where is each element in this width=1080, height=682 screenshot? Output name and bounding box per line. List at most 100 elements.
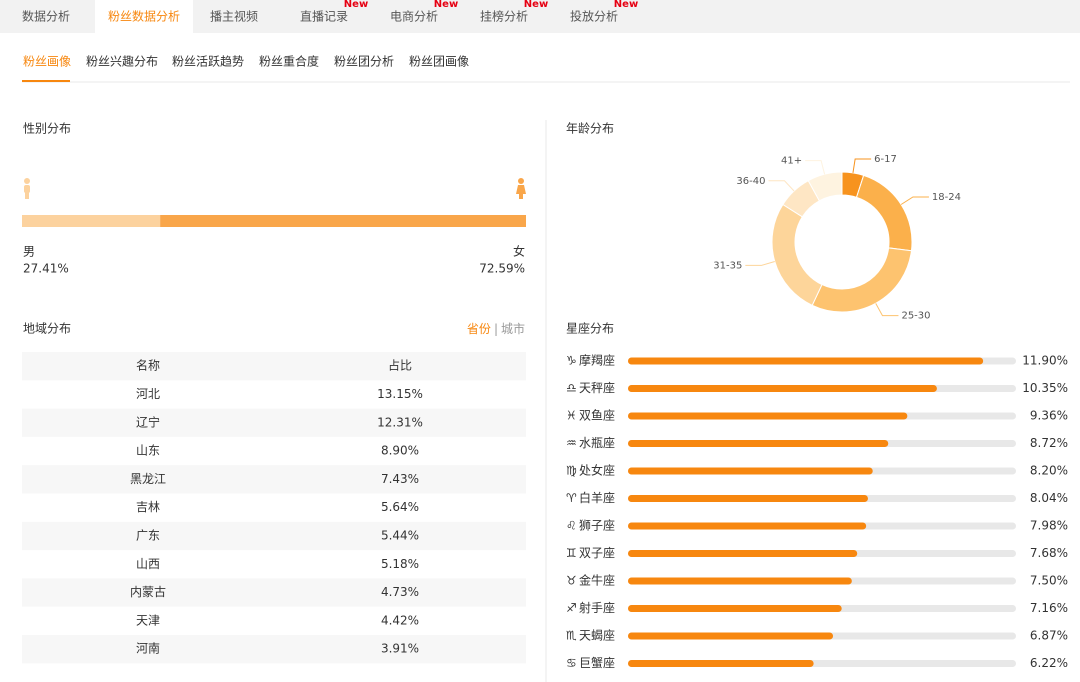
age-label: 6-17 (874, 154, 897, 165)
subtab[interactable]: 粉丝团画像 (409, 55, 469, 69)
table-cell: 3.91% (381, 642, 419, 656)
subtab-underline (22, 80, 70, 82)
bar (628, 357, 984, 365)
table-cell: 13.15% (377, 387, 423, 401)
zodiac-name: 金牛座 (579, 573, 615, 588)
active-tab (95, 0, 193, 33)
tab[interactable]: 电商分析 (390, 9, 438, 24)
gender-label: 女 (513, 244, 525, 259)
bar-value-label: 8.20% (1030, 464, 1068, 478)
table-cell: 4.42% (381, 613, 419, 627)
table-header (22, 352, 526, 381)
table-cell: 5.18% (381, 557, 419, 571)
bar-value-label: 6.22% (1030, 656, 1068, 670)
bar-value-label: 11.90% (1022, 354, 1068, 368)
tab[interactable]: 数据分析 (22, 9, 70, 24)
bar-value-label: 7.98% (1030, 519, 1068, 533)
bar (628, 385, 937, 392)
donut-segment (811, 247, 913, 313)
bar (628, 495, 868, 502)
new-badge: New (434, 0, 458, 10)
tab[interactable]: 挂榜分析 (480, 9, 528, 24)
separator: | (494, 322, 498, 336)
gender-value: 72.59% (479, 262, 525, 276)
zodiac-name: 双子座 (579, 545, 615, 560)
tab[interactable]: 直播记录 (300, 10, 348, 24)
toggle: 省份 | 城市 (467, 321, 525, 336)
bar-value-label: 6.87% (1030, 629, 1068, 643)
bar (628, 660, 814, 667)
zodiac-name: 射手座 (579, 600, 615, 615)
table-header-cell: 占比 (388, 358, 412, 373)
zodiac-icon: ♉ (566, 574, 577, 588)
table-cell: 12.31% (377, 415, 423, 429)
table-row-stripe (22, 521, 526, 551)
table-row-stripe (22, 578, 526, 607)
table-cell: 河北 (136, 387, 160, 401)
new-badge: New (614, 0, 638, 10)
female-icon (516, 178, 526, 199)
table-cell: 河南 (136, 641, 160, 656)
table-header-cell: 名称 (136, 358, 160, 373)
zodiac-icon: ♒ (566, 436, 577, 450)
zodiac-name: 天秤座 (579, 380, 615, 395)
age-label: 31-35 (713, 260, 742, 271)
table-cell: 黑龙江 (130, 472, 166, 486)
gender-bar (160, 215, 526, 227)
bar (628, 550, 858, 557)
table-cell: 内蒙古 (130, 584, 166, 599)
donut-segment (807, 171, 843, 202)
bar (628, 440, 889, 447)
zodiac-name: 巨蟹座 (579, 655, 615, 670)
tab[interactable]: 投放分析 (570, 9, 618, 24)
bar (628, 522, 867, 530)
bar-value-label: 7.16% (1030, 601, 1068, 615)
zodiac-icon: ♈ (566, 491, 577, 505)
leader-line (768, 180, 795, 192)
zodiac-icon: ♍ (566, 464, 577, 478)
leader-line (900, 196, 929, 205)
male-icon (24, 178, 30, 199)
table-row-stripe (22, 635, 526, 664)
section-title: 性别分布 (23, 122, 71, 136)
zodiac-icon: ♋ (566, 656, 577, 670)
subtab[interactable]: 粉丝兴趣分布 (86, 54, 158, 69)
zodiac-name: 摩羯座 (579, 353, 615, 368)
tab[interactable]: 播主视频 (210, 9, 258, 24)
new-badge: New (524, 0, 548, 10)
table-cell: 8.90% (381, 444, 419, 458)
donut-segment (771, 203, 823, 307)
tab[interactable]: 粉丝数据分析 (108, 9, 180, 24)
gender-label: 男 (23, 245, 35, 259)
section-title: 星座分布 (566, 321, 614, 336)
subtab[interactable]: 粉丝活跃趋势 (172, 55, 244, 69)
table-cell: 7.43% (381, 472, 419, 486)
leader-line (852, 158, 872, 173)
subtab[interactable]: 粉丝画像 (23, 55, 71, 69)
leader-line (875, 303, 899, 317)
subtab[interactable]: 粉丝重合度 (259, 54, 319, 69)
bar-value-label: 10.35% (1022, 381, 1068, 395)
toggle-option[interactable]: 城市 (501, 321, 525, 336)
bar (628, 577, 852, 585)
table-cell: 辽宁 (136, 414, 160, 429)
zodiac-icon: ♌ (566, 519, 577, 533)
bar (628, 632, 834, 640)
zodiac-name: 白羊座 (579, 490, 615, 505)
bar-value-label: 7.68% (1030, 546, 1068, 560)
age-label: 25-30 (901, 311, 930, 322)
zodiac-name: 水瓶座 (579, 435, 615, 450)
zodiac-icon: ♐ (566, 601, 577, 615)
toggle-option[interactable]: 省份 (467, 322, 491, 336)
zodiac-icon: ♎ (566, 381, 577, 395)
section-title: 年龄分布 (566, 122, 614, 136)
section-title: 地域分布 (23, 322, 71, 336)
table-row-stripe (22, 465, 526, 494)
age-label: 18-24 (932, 192, 961, 203)
table-cell: 山东 (136, 444, 160, 458)
table-cell: 4.73% (381, 585, 419, 599)
subtab[interactable]: 粉丝团分析 (334, 55, 394, 69)
age-label: 36-40 (736, 176, 765, 187)
zodiac-icon: ♑ (566, 354, 577, 368)
